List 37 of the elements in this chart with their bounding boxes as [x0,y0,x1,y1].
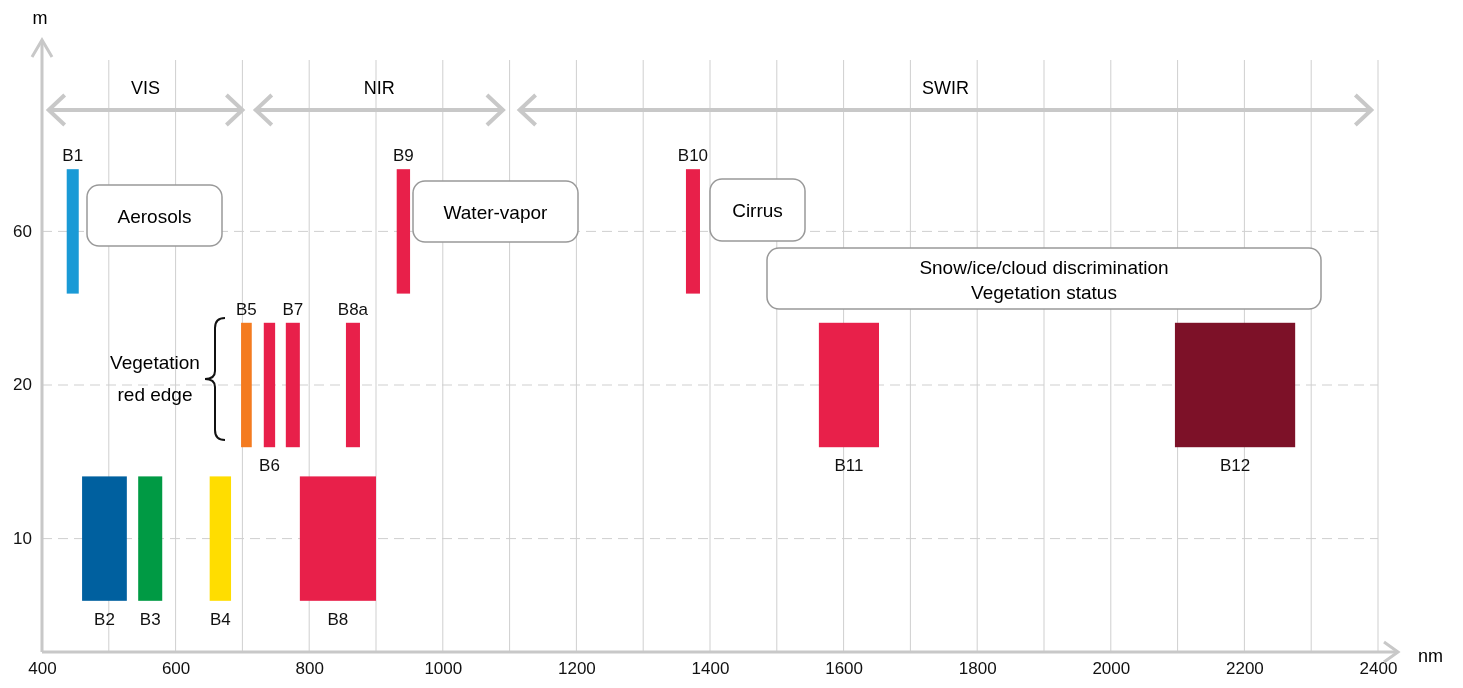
x-tick-label: 2400 [1359,659,1398,679]
x-tick-label: 400 [28,659,57,679]
x-tick-label: 2000 [1092,659,1131,679]
text: SWIR [921,78,969,98]
y-tick-label: 60 [13,221,32,241]
series-label: B2 [94,609,115,629]
x-tick-label: 1600 [825,659,864,679]
series-label: B4 [209,609,231,629]
annotation: Water-vapor [443,201,549,223]
series-label: B1 [62,146,84,166]
series-label: B12 [1219,456,1251,476]
x-tick-label: 2200 [1225,659,1264,679]
series-label: B6 [259,456,280,476]
series-label: B8 [327,609,349,629]
x-tick-label: 800 [295,659,324,679]
series-label: B5 [236,299,257,319]
text: VIS [131,78,161,98]
x-tick-label: 1400 [691,659,730,679]
y-tick-label: 10 [13,529,32,549]
y-tick-label: 20 [13,375,32,395]
x-tick-label: 1800 [958,659,997,679]
annotation: Cirrus [732,200,783,221]
x-axis-title: nm [1418,646,1444,666]
text: NIR [363,78,395,98]
series-label: B3 [139,609,161,629]
x-tick-label: 1000 [424,659,463,679]
series-label: B10 [677,146,709,166]
series-label: B9 [392,146,414,166]
series-label: B11 [834,456,864,476]
annotation: Vegetation red edge [110,352,200,405]
series-label: B8a [337,299,369,319]
annotation: Aerosols [117,205,192,227]
x-tick-label: 1200 [557,659,596,679]
annotation: Snow/ice/cloud discrimination Vegetation status [919,256,1169,303]
x-tick-label: 600 [161,659,191,679]
series-label: B7 [282,299,304,319]
text: m [32,8,48,28]
